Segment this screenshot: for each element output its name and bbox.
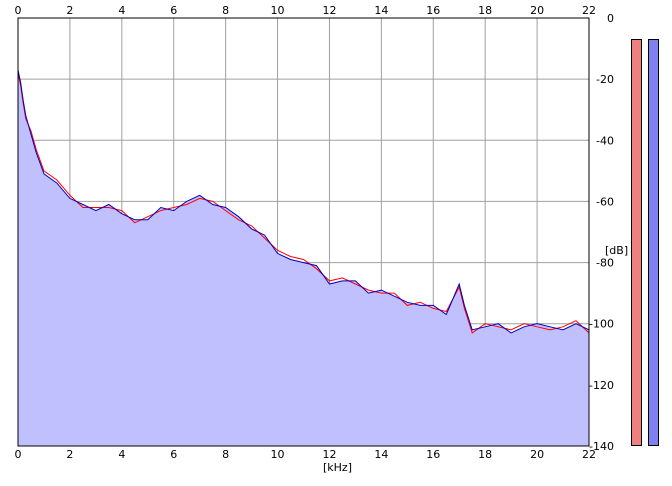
x-tick-label-bottom: 12 — [322, 448, 336, 461]
y-tick-label: -60 — [596, 195, 614, 208]
x-tick-label-bottom: 6 — [170, 448, 177, 461]
x-tick-label-top: 10 — [271, 4, 285, 17]
x-tick-label-bottom: 4 — [118, 448, 125, 461]
y-axis-label: [dB] — [605, 244, 628, 257]
series-line-right — [17, 69, 590, 334]
x-tick-label-top: 2 — [66, 4, 73, 17]
y-tick-label: -140 — [589, 440, 614, 453]
y-tick-label: -120 — [589, 379, 614, 392]
series-line-left — [17, 72, 590, 334]
x-axis-label: [kHz] — [323, 461, 352, 474]
left-level-meter — [631, 39, 642, 446]
y-tick-label: -20 — [596, 73, 614, 86]
series-layer — [17, 69, 590, 334]
x-tick-label-bottom: 2 — [66, 448, 73, 461]
y-tick-label: -80 — [596, 257, 614, 270]
x-tick-label-bottom: 22 — [582, 448, 596, 461]
x-tick-label-bottom: 20 — [530, 448, 544, 461]
x-tick-label-bottom: 10 — [271, 448, 285, 461]
tick-labels: 002244668810101212141416161818202022220-… — [15, 4, 615, 461]
y-tick-label: -40 — [596, 134, 614, 147]
right-level-meter — [648, 39, 659, 446]
x-tick-label-top: 20 — [530, 4, 544, 17]
x-tick-label-top: 0 — [15, 4, 22, 17]
y-tick-label: 0 — [607, 12, 614, 25]
x-tick-label-top: 8 — [222, 4, 229, 17]
x-tick-label-top: 16 — [426, 4, 440, 17]
x-tick-label-bottom: 18 — [478, 448, 492, 461]
spectrum-fill — [18, 70, 589, 446]
x-tick-label-bottom: 14 — [374, 448, 388, 461]
y-tick-label: -100 — [589, 318, 614, 331]
x-tick-label-top: 14 — [374, 4, 388, 17]
x-tick-label-bottom: 0 — [15, 448, 22, 461]
plot-frame — [17, 17, 590, 447]
x-tick-label-top: 6 — [170, 4, 177, 17]
x-tick-label-top: 22 — [582, 4, 596, 17]
x-tick-label-top: 18 — [478, 4, 492, 17]
x-tick-label-top: 12 — [322, 4, 336, 17]
x-tick-label-top: 4 — [118, 4, 125, 17]
x-tick-label-bottom: 16 — [426, 448, 440, 461]
x-tick-label-bottom: 8 — [222, 448, 229, 461]
